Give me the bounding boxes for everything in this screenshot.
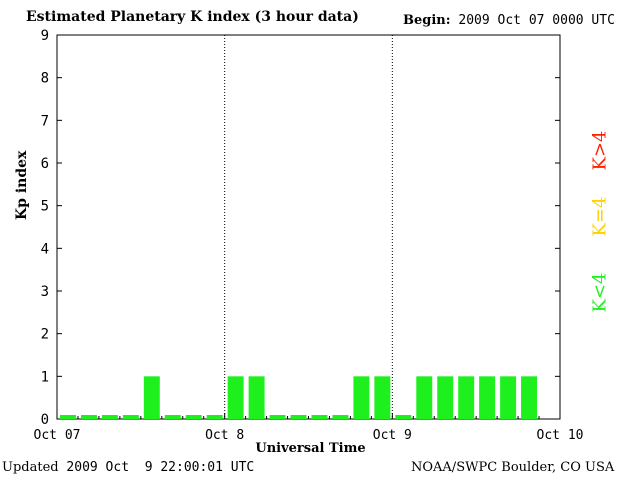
y-tick-label: 0: [41, 412, 49, 428]
x-axis-label: Universal Time: [255, 441, 365, 456]
kp-bar: [206, 415, 223, 419]
kp-bar: [416, 376, 433, 419]
legend-high: K>4: [589, 130, 611, 171]
y-tick-label: 7: [41, 113, 49, 129]
y-tick-label: 8: [41, 71, 49, 87]
kp-bar: [122, 415, 139, 419]
kp-bar: [374, 376, 391, 419]
x-tick-label: Oct 8: [205, 428, 244, 443]
y-tick-label: 4: [41, 241, 49, 257]
begin-time: Begin: 2009 Oct 07 0000 UTC: [403, 14, 615, 27]
kp-bar: [437, 376, 454, 419]
credit: NOAA/SWPC Boulder, CO USA: [411, 460, 615, 475]
kp-bar: [500, 376, 517, 419]
kp-bar: [80, 415, 97, 419]
y-tick-label: 5: [41, 199, 49, 215]
y-tick-label: 2: [41, 327, 49, 343]
kp-bar: [311, 415, 328, 419]
begin-value: 2009 Oct 07 0000 UTC: [458, 13, 615, 28]
kp-bar: [353, 376, 370, 419]
begin-label: Begin:: [403, 13, 451, 28]
chart-title: Estimated Planetary K index (3 hour data…: [26, 9, 359, 25]
kp-bar: [164, 415, 181, 419]
kp-bar: [248, 376, 265, 419]
updated-value: 2009 Oct 9 22:00:01 UTC: [66, 460, 255, 475]
legend-mid: K=4: [589, 196, 611, 237]
kp-bar: [269, 415, 286, 419]
kp-bar: [143, 376, 160, 419]
kp-bar: [458, 376, 475, 419]
x-tick-label: Oct 10: [537, 428, 584, 443]
kp-bar: [185, 415, 202, 419]
kp-bar: [395, 415, 412, 419]
kp-bar: [521, 376, 538, 419]
y-tick-label: 1: [41, 369, 49, 385]
x-tick-label: Oct 9: [373, 428, 412, 443]
kp-bar: [227, 376, 244, 419]
x-tick-label: Oct 07: [34, 428, 81, 443]
kp-bar: [290, 415, 307, 419]
kp-bar: [60, 415, 76, 419]
y-tick-label: 6: [41, 156, 49, 172]
kp-bar: [332, 415, 349, 419]
kp-bar: [479, 376, 496, 419]
kp-bar: [101, 415, 118, 419]
y-tick-label: 3: [41, 284, 49, 300]
updated-time: Updated 2009 Oct 9 22:00:01 UTC: [2, 461, 254, 474]
legend-low: K<4: [589, 272, 611, 313]
plot-frame: [56, 34, 561, 420]
y-tick-label: 9: [41, 28, 49, 44]
updated-label: Updated: [2, 460, 59, 475]
